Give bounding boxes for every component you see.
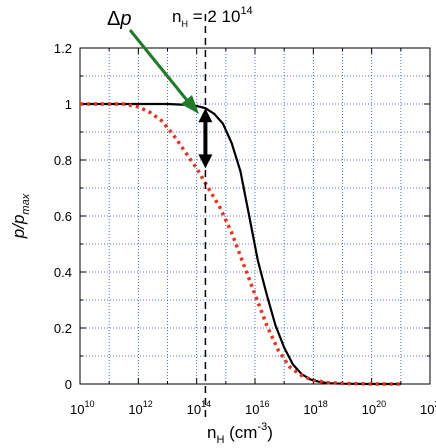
y-tick-label: 1 [65, 97, 72, 112]
delta-p-arrow [198, 108, 213, 169]
x-tick-label: 1016 [245, 399, 269, 417]
x-tick-label: 1022 [420, 399, 436, 417]
x-tick-label: 1020 [362, 399, 386, 417]
y-tick-label: 0 [65, 377, 72, 392]
y-tick-label: 1.2 [54, 41, 72, 56]
y-tick-label: 0.8 [54, 153, 72, 168]
y-tick-label: 0.6 [54, 209, 72, 224]
y-axis-label: p/pmax [9, 193, 32, 239]
tick-marks [79, 47, 431, 385]
green-pointer-arrow [128, 29, 199, 114]
y-tick-label: 0.4 [54, 265, 72, 280]
grid-lines [80, 48, 430, 384]
nh-threshold-label: nH = 2 1014 [172, 5, 253, 29]
x-axis-label: nH (cm-3) [207, 421, 273, 446]
x-tick-label: 1014 [187, 399, 211, 417]
y-tick-labels: 0 0.2 0.4 0.6 0.8 1 1.2 [54, 41, 72, 392]
delta-arrow-head-bottom [198, 154, 213, 169]
y-tick-label: 0.2 [54, 321, 72, 336]
delta-arrow-head-top [198, 108, 213, 123]
x-tick-labels: 1010 1012 1014 1016 1018 1020 1022 [70, 399, 436, 417]
x-tick-label: 1010 [70, 399, 94, 417]
x-tick-label: 1012 [128, 399, 152, 417]
x-tick-label: 1018 [303, 399, 327, 417]
delta-p-label: Δp [107, 8, 131, 30]
series-dotted-line [80, 102, 401, 386]
